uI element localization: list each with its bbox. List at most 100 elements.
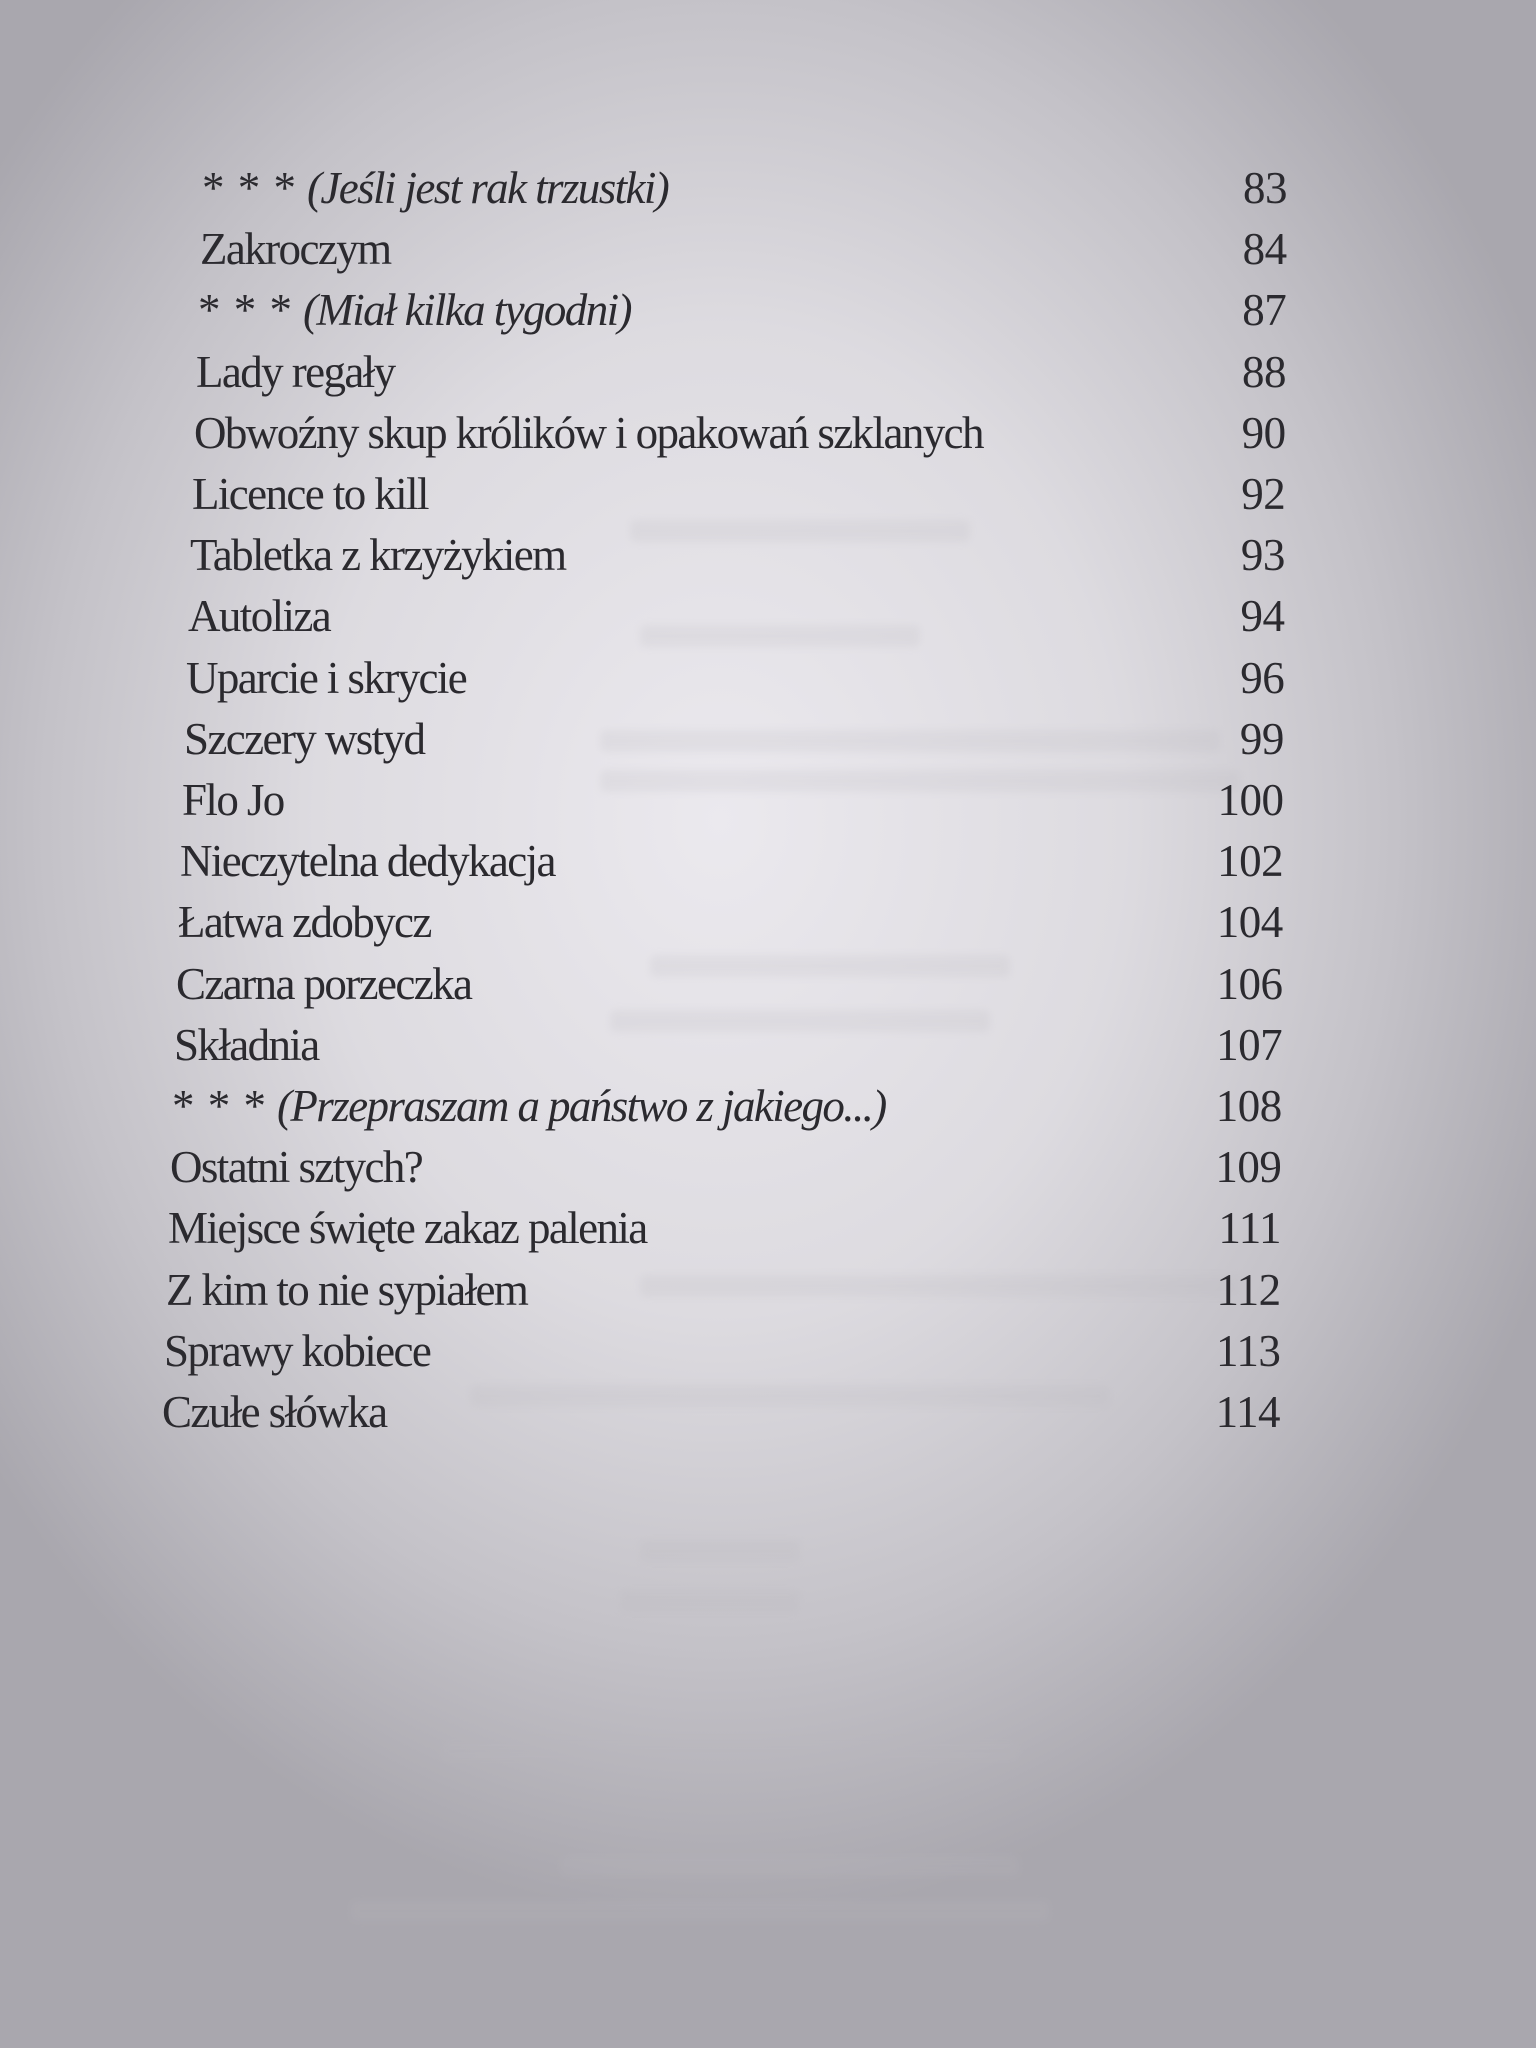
toc-entry: Flo Jo 100	[0, 770, 1536, 830]
asterisk-prefix: * * *	[198, 285, 293, 336]
entry-title-text: Z kim to nie sypiałem	[166, 1264, 529, 1315]
entry-title: Szczery wstyd	[184, 709, 426, 769]
entry-title: Czarna porzeczka	[176, 954, 473, 1014]
entry-title-text: Autoliza	[188, 591, 332, 642]
entry-title: Z kim to nie sypiałem	[166, 1260, 529, 1320]
toc-entry: Zakroczym 84	[0, 219, 1536, 279]
entry-title: Lady regały	[196, 342, 396, 402]
bleed-through-line	[630, 520, 970, 542]
toc-entry: Nieczytelna dedykacja 102	[0, 831, 1536, 891]
toc-entry: Czarna porzeczka 106	[0, 954, 1536, 1014]
entry-title: Obwoźny skup królików i opakowań szklany…	[194, 403, 985, 463]
entry-page-number: 113	[1216, 1325, 1281, 1376]
entry-page-number: 106	[1216, 958, 1283, 1009]
bleed-through-line	[620, 1590, 800, 1612]
entry-page-number: 102	[1217, 836, 1284, 887]
toc-entry: * * * (Przepraszam a państwo z jakiego...…	[0, 1076, 1536, 1136]
toc-entry: Sprawy kobiece 113	[0, 1321, 1536, 1381]
entry-title: Licence to kill	[192, 464, 430, 524]
entry-page-number: 108	[1215, 1081, 1283, 1131]
entry-page-number: 107	[1216, 1019, 1283, 1070]
entry-title: Autoliza	[188, 586, 332, 646]
entry-title-text: (Miał kilka tygodni)	[303, 285, 632, 336]
entry-title-text: Licence to kill	[192, 469, 430, 519]
entry-page-number: 90	[1241, 407, 1287, 458]
entry-page-number: 104	[1216, 897, 1284, 948]
entry-title-text: Uparcie i skrycie	[186, 652, 468, 703]
entry-title: Nieczytelna dedykacja	[180, 831, 557, 891]
bleed-through-line	[640, 625, 920, 647]
entry-title-text: Lady regały	[196, 346, 396, 397]
entry-page-number: 94	[1240, 591, 1286, 642]
bleed-through-line	[470, 1385, 1110, 1407]
entry-title-text: Łatwa zdobycz	[178, 897, 432, 948]
toc-entry: Autoliza 94	[0, 586, 1536, 646]
bleed-through-line	[600, 730, 1220, 752]
entry-page-number: 92	[1241, 469, 1286, 519]
bleed-through-line	[650, 955, 1010, 977]
entry-title-text: Czułe słówka	[162, 1387, 388, 1437]
entry-page-number: 83	[1243, 163, 1288, 213]
toc-entry: Ostatni sztych? 109	[0, 1137, 1536, 1197]
entry-title: Ostatni sztych?	[170, 1137, 424, 1197]
entry-page-number: 84	[1242, 224, 1288, 275]
entry-page-number: 114	[1215, 1387, 1281, 1437]
entry-title: Tabletka z krzyżykiem	[190, 525, 567, 585]
toc-entry: Z kim to nie sypiałem 112	[0, 1260, 1536, 1320]
bleed-through-line	[560, 1855, 1020, 1877]
toc-entry: * * * (Jeśli jest rak trzustki) 83	[0, 158, 1536, 218]
entry-title: Sprawy kobiece	[164, 1321, 432, 1381]
entry-title-text: Składnia	[174, 1019, 320, 1070]
entry-page-number: 109	[1215, 1142, 1282, 1193]
entry-title-text: Szczery wstyd	[184, 713, 426, 764]
bleed-through-line	[350, 1900, 1050, 1922]
entry-page-number: 112	[1216, 1264, 1281, 1315]
entry-title: * * * (Przepraszam a państwo z jakiego...…	[172, 1076, 887, 1136]
entry-page-number: 99	[1239, 713, 1285, 764]
bleed-through-line	[640, 1275, 1240, 1297]
entry-page-number: 87	[1242, 285, 1287, 336]
toc-entry: Uparcie i skrycie 96	[0, 648, 1536, 708]
entry-title-text: Czarna porzeczka	[176, 958, 473, 1009]
entry-title: Uparcie i skrycie	[186, 648, 468, 708]
toc-entry: Składnia 107	[0, 1015, 1536, 1075]
entry-title-text: Sprawy kobiece	[164, 1325, 432, 1376]
entry-title: Zakroczym	[200, 219, 392, 279]
toc-entry: Lady regały 88	[0, 342, 1536, 402]
toc-entry: Szczery wstyd 99	[0, 709, 1536, 769]
toc-entry: Tabletka z krzyżykiem 93	[0, 525, 1536, 585]
toc-entry: Obwoźny skup królików i opakowań szklany…	[0, 403, 1536, 463]
entry-title-text: Miejsce święte zakaz palenia	[168, 1203, 648, 1254]
entry-title-text: Tabletka z krzyżykiem	[190, 530, 567, 581]
asterisk-prefix: * * *	[202, 163, 297, 213]
entry-title-text: (Przepraszam a państwo z jakiego...)	[277, 1081, 887, 1131]
entry-page-number: 93	[1240, 530, 1286, 581]
entry-title: Flo Jo	[182, 770, 285, 830]
toc-entry: Łatwa zdobycz 104	[0, 892, 1536, 952]
entry-page-number: 88	[1241, 346, 1287, 397]
entry-page-number: 100	[1217, 775, 1285, 825]
entry-title: * * * (Jeśli jest rak trzustki)	[202, 158, 670, 218]
entry-title-text: Ostatni sztych?	[170, 1142, 424, 1193]
bleed-through-line	[640, 1540, 800, 1562]
toc-entry: * * * (Miał kilka tygodni) 87	[0, 280, 1536, 340]
entry-title: Składnia	[174, 1015, 320, 1075]
entry-page-number: 96	[1240, 652, 1285, 703]
toc-entry: Miejsce święte zakaz palenia 111	[0, 1198, 1536, 1258]
entry-title-text: Flo Jo	[182, 775, 285, 825]
entry-title: Czułe słówka	[162, 1382, 388, 1442]
entry-title-text: Zakroczym	[200, 224, 392, 275]
entry-title: Łatwa zdobycz	[178, 892, 432, 952]
bleed-through-line	[610, 1010, 990, 1032]
entry-title: * * * (Miał kilka tygodni)	[198, 280, 632, 340]
toc-entry: Licence to kill 92	[0, 464, 1536, 524]
entry-title-text: Obwoźny skup królików i opakowań szklany…	[194, 407, 985, 458]
entry-title-text: Nieczytelna dedykacja	[180, 836, 557, 887]
bleed-through-line	[600, 770, 1240, 792]
asterisk-prefix: * * *	[172, 1081, 267, 1131]
entry-title-text: (Jeśli jest rak trzustki)	[307, 163, 670, 213]
bleed-through-line	[440, 1740, 1020, 1762]
toc-entry: Czułe słówka 114	[0, 1382, 1536, 1442]
entry-title: Miejsce święte zakaz palenia	[168, 1198, 648, 1258]
